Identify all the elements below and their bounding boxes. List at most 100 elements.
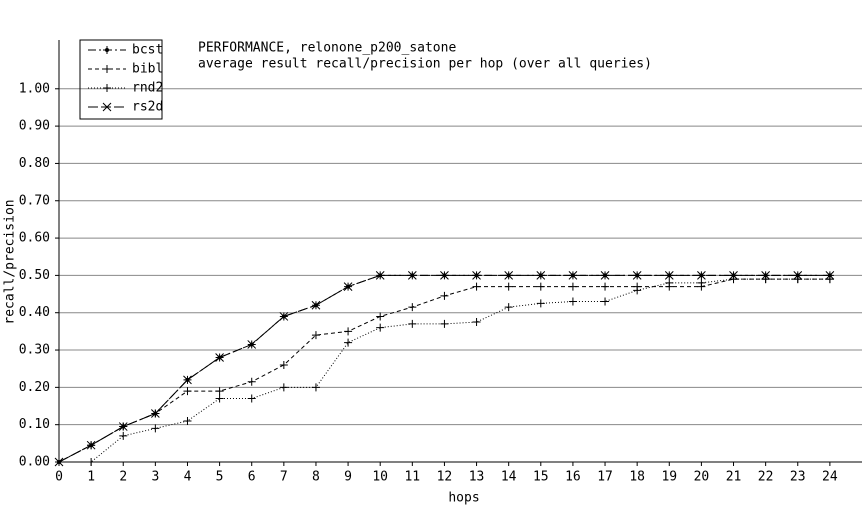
x-tick-label: 19 [661, 470, 677, 485]
legend-box [79, 39, 163, 120]
marker [729, 271, 738, 280]
marker [504, 303, 513, 312]
legend-marker [102, 102, 112, 112]
chart-subtitle: average result recall/precision per hop … [198, 57, 652, 72]
marker [407, 271, 417, 280]
x-tick-label: 14 [501, 470, 517, 485]
marker [343, 282, 353, 291]
marker [311, 331, 320, 340]
x-tick-label: 11 [404, 470, 420, 485]
marker [536, 299, 545, 308]
chart-title: PERFORMANCE, relonone_p200_satone [198, 41, 456, 56]
x-tick-label: 20 [694, 470, 710, 485]
marker [279, 312, 289, 321]
x-tick-label: 16 [565, 470, 581, 485]
y-tick-label: 0.80 [19, 156, 50, 171]
x-tick-label: 6 [248, 470, 256, 485]
x-axis-label: hops [448, 491, 479, 506]
x-tick-label: 4 [184, 470, 192, 485]
marker [247, 394, 256, 403]
x-tick-label: 7 [280, 470, 288, 485]
marker [472, 282, 481, 291]
marker [183, 375, 192, 385]
marker [568, 297, 577, 306]
x-tick-label: 0 [55, 470, 63, 485]
marker [825, 275, 834, 284]
marker [568, 271, 578, 280]
x-tick-label: 22 [758, 470, 774, 485]
x-tick-label: 1 [87, 470, 95, 485]
marker [247, 340, 257, 349]
marker [825, 271, 835, 280]
marker [568, 282, 577, 291]
legend-label: bcst [132, 43, 163, 58]
marker [633, 286, 642, 295]
marker [601, 297, 610, 306]
legend-marker [103, 65, 111, 73]
x-tick-label: 23 [790, 470, 806, 485]
y-tick-label: 0.40 [19, 305, 50, 320]
marker [279, 383, 288, 392]
series-line [58, 278, 830, 463]
marker [472, 318, 481, 327]
marker [664, 271, 674, 280]
marker [697, 278, 706, 287]
y-tick-label: 1.00 [19, 81, 50, 96]
marker [601, 282, 610, 291]
marker [183, 387, 192, 396]
marker [536, 271, 546, 280]
x-tick-label: 2 [119, 470, 127, 485]
x-tick-label: 8 [312, 470, 320, 485]
x-tick-label: 5 [216, 470, 224, 485]
marker [215, 394, 224, 403]
marker [729, 275, 738, 284]
marker [376, 323, 385, 332]
x-tick-label: 18 [629, 470, 645, 485]
marker [504, 282, 513, 291]
marker [311, 383, 320, 392]
marker [504, 271, 514, 280]
y-tick-label: 0.30 [19, 343, 50, 358]
y-tick-label: 0.00 [19, 455, 50, 470]
legend-label: rnd2 [132, 81, 163, 96]
x-tick-label: 21 [726, 470, 742, 485]
marker [215, 353, 224, 362]
marker [247, 377, 256, 386]
marker [600, 271, 610, 280]
marker [408, 319, 417, 328]
y-tick-label: 0.70 [19, 193, 50, 208]
marker [793, 271, 803, 280]
series-line [58, 274, 830, 463]
marker [761, 271, 770, 280]
marker [215, 387, 224, 396]
y-tick-label: 0.50 [19, 268, 50, 283]
legend-label: bibl [132, 62, 163, 77]
marker [632, 271, 642, 280]
x-tick-label: 24 [822, 470, 838, 485]
marker [408, 303, 417, 312]
marker [54, 457, 64, 467]
y-tick-label: 0.60 [19, 231, 50, 246]
marker [151, 409, 160, 418]
marker [279, 360, 288, 369]
marker [87, 458, 96, 466]
x-tick-label: 9 [344, 470, 352, 485]
marker [376, 312, 385, 321]
legend-label: rs2d [132, 100, 163, 115]
x-tick-label: 10 [372, 470, 388, 485]
marker [697, 271, 706, 280]
marker [440, 319, 449, 328]
marker [118, 422, 128, 431]
marker [793, 275, 802, 284]
marker [183, 416, 192, 425]
marker [440, 291, 449, 300]
marker [440, 271, 449, 280]
y-tick-label: 0.90 [19, 119, 50, 134]
legend-marker [103, 84, 111, 92]
x-tick-label: 15 [533, 470, 549, 485]
marker [86, 440, 96, 450]
x-tick-label: 13 [469, 470, 485, 485]
y-tick-label: 0.10 [19, 417, 50, 432]
x-tick-label: 17 [597, 470, 613, 485]
y-axis-label: recall/precision [3, 199, 18, 324]
